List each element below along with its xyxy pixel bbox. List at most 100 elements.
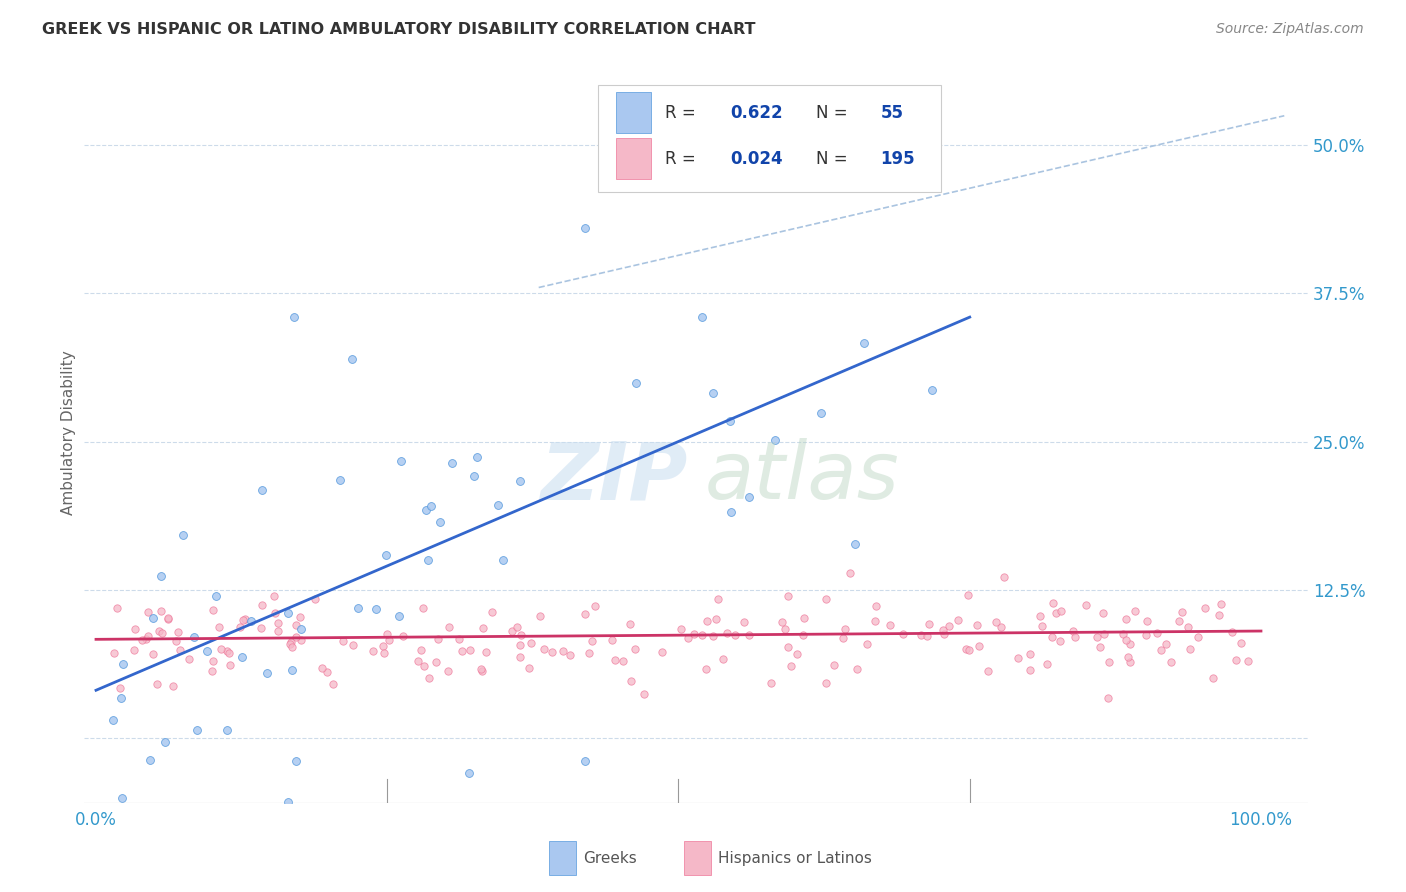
Point <box>377 627 399 641</box>
Point <box>437 619 460 633</box>
Point <box>690 310 713 325</box>
Point <box>619 617 641 632</box>
Point <box>415 502 437 516</box>
Point <box>1111 626 1133 640</box>
Point <box>1119 637 1142 651</box>
Point <box>250 620 273 634</box>
Point <box>1135 628 1157 642</box>
Point <box>763 433 786 447</box>
Point <box>779 658 801 673</box>
Point <box>1040 630 1063 644</box>
Point <box>250 599 273 613</box>
Text: ZIP: ZIP <box>540 438 688 516</box>
Point <box>195 644 218 658</box>
Point <box>966 617 988 632</box>
Point <box>529 609 551 624</box>
Point <box>1208 607 1230 622</box>
Point <box>696 615 718 629</box>
Point <box>541 645 564 659</box>
Point <box>1115 612 1137 626</box>
Point <box>208 620 231 634</box>
Point <box>815 591 838 606</box>
Point <box>437 664 460 678</box>
Point <box>770 615 793 629</box>
Point <box>814 676 837 690</box>
Point <box>475 645 498 659</box>
Point <box>1119 655 1142 669</box>
Point <box>1177 620 1199 634</box>
Point <box>946 613 969 627</box>
Point <box>879 617 901 632</box>
Point <box>142 611 165 625</box>
Point <box>776 640 799 655</box>
Point <box>472 621 495 635</box>
Point <box>1085 630 1108 644</box>
Point <box>103 646 125 660</box>
Point <box>427 632 450 646</box>
Point <box>458 642 481 657</box>
Point <box>277 607 299 621</box>
Point <box>633 687 655 701</box>
Point <box>1092 606 1115 620</box>
Point <box>218 647 240 661</box>
Point <box>165 634 187 648</box>
Point <box>1180 642 1202 657</box>
Text: GREEK VS HISPANIC OR LATINO AMBULATORY DISABILITY CORRELATION CHART: GREEK VS HISPANIC OR LATINO AMBULATORY D… <box>42 22 755 37</box>
Point <box>1115 632 1137 647</box>
Point <box>451 643 474 657</box>
Point <box>156 612 179 626</box>
Point <box>1042 596 1064 610</box>
Point <box>574 755 596 769</box>
Point <box>463 469 485 483</box>
Point <box>285 630 308 644</box>
Point <box>267 624 290 639</box>
Point <box>457 766 479 780</box>
Point <box>984 615 1007 630</box>
Point <box>1160 655 1182 669</box>
Point <box>183 631 205 645</box>
Point <box>329 473 352 487</box>
Point <box>373 646 395 660</box>
Point <box>574 607 596 621</box>
Point <box>1019 647 1042 661</box>
Point <box>201 664 224 678</box>
Point <box>156 610 179 624</box>
Point <box>1237 654 1260 668</box>
Point <box>574 221 596 235</box>
Point <box>520 636 543 650</box>
Point <box>347 600 370 615</box>
Text: R =: R = <box>665 150 702 168</box>
Point <box>441 456 464 470</box>
Point <box>846 662 869 676</box>
Point <box>366 602 388 616</box>
Point <box>724 628 747 642</box>
Point <box>413 658 436 673</box>
Point <box>131 632 153 647</box>
Point <box>624 376 647 391</box>
Point <box>505 620 527 634</box>
Point <box>1045 606 1067 620</box>
Point <box>1036 657 1059 671</box>
Point <box>1007 650 1029 665</box>
Point <box>420 499 443 513</box>
Point <box>856 637 879 651</box>
Point <box>218 658 240 673</box>
Point <box>605 652 627 666</box>
Point <box>342 639 364 653</box>
Point <box>406 653 429 667</box>
Point <box>519 661 541 675</box>
Point <box>101 713 124 727</box>
Point <box>692 628 714 642</box>
Point <box>264 606 287 620</box>
Point <box>669 622 692 636</box>
Point <box>378 633 401 648</box>
Point <box>1209 597 1232 611</box>
Text: 0.622: 0.622 <box>730 103 783 122</box>
Point <box>235 612 257 626</box>
Text: R =: R = <box>665 103 702 122</box>
Point <box>1074 598 1097 612</box>
Point <box>389 454 412 468</box>
Point <box>217 644 239 658</box>
Point <box>956 588 979 602</box>
Point <box>447 632 470 646</box>
